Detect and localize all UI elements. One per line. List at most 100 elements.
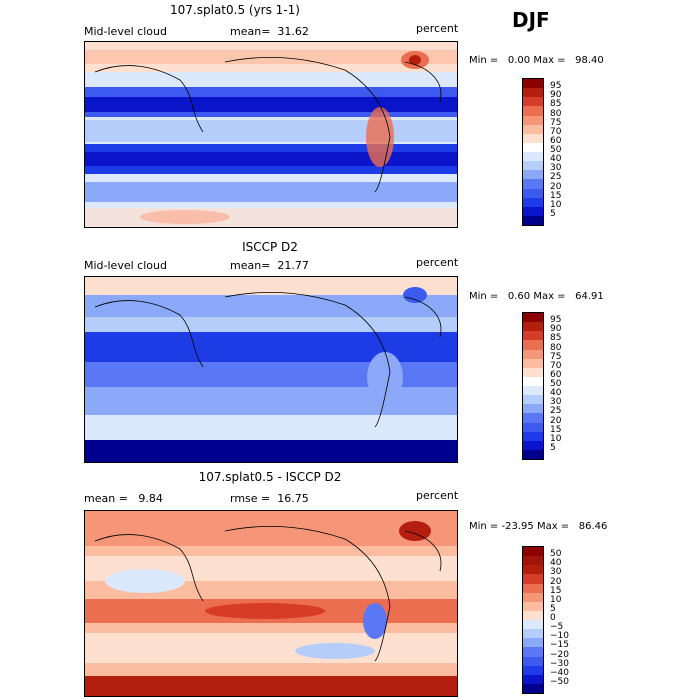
colorbar-tick-label: 85 <box>550 99 562 110</box>
colorbar-tick-label: 15 <box>550 424 562 435</box>
map-plot <box>84 276 458 463</box>
mean-caption: mean= <box>230 25 271 38</box>
colorbar-tick-label: 60 <box>550 369 562 380</box>
colorbar-segment <box>523 106 543 116</box>
colorbar-tick-label: −30 <box>550 658 569 669</box>
min-value: 0.60 <box>507 291 531 302</box>
colorbar-segment <box>523 170 543 180</box>
colorbar-tick-label: −20 <box>550 649 569 660</box>
colorbar-segment <box>523 638 543 648</box>
colorbar-tick-label: 10 <box>550 199 562 210</box>
colorbar-segment <box>523 647 543 657</box>
colorbar-segment <box>523 313 543 323</box>
mean-value: 21.77 <box>277 259 309 272</box>
colorbar-segment <box>523 547 543 557</box>
colorbar-segment <box>523 601 543 611</box>
colorbar-segment <box>523 404 543 414</box>
colorbar-tick-label: 5 <box>550 442 556 453</box>
max-value: 64.91 <box>575 291 604 302</box>
colorbar-segment <box>523 322 543 332</box>
max-caption: Max = <box>533 55 566 66</box>
colorbar-segment <box>523 610 543 620</box>
colorbar-tick-label: 50 <box>550 145 562 155</box>
mean-value: 31.62 <box>277 25 309 38</box>
rmse-caption: rmse = <box>230 492 271 505</box>
colorbar-tick-label: 25 <box>550 406 562 417</box>
colorbar-segment <box>523 440 543 450</box>
units-label: percent <box>416 489 459 502</box>
mean-caption: mean = <box>84 492 128 505</box>
map-field <box>85 42 457 227</box>
mean-label: mean= 21.77 <box>230 259 309 272</box>
colorbar-tick-label: 40 <box>550 558 562 569</box>
colorbar-tick-label: −50 <box>550 676 569 687</box>
colorbar-tick-label: 80 <box>550 342 562 353</box>
mean-label: mean= 31.62 <box>230 25 309 38</box>
colorbar-tick-label: 40 <box>550 388 562 399</box>
colorbar-segment <box>523 629 543 639</box>
mean-value: 9.84 <box>138 492 163 505</box>
colorbar-segment <box>523 161 543 171</box>
colorbar-tick-label: −40 <box>550 667 569 678</box>
max-caption: Max = <box>536 521 570 532</box>
colorbar-segment <box>523 583 543 593</box>
min-value: 0.00 <box>507 55 531 66</box>
units-label: percent <box>416 256 459 269</box>
colorbar-segment <box>523 665 543 675</box>
colorbar-tick-label: −5 <box>550 622 564 633</box>
colorbar-segment <box>523 386 543 396</box>
colorbar-tick-label: 30 <box>550 397 562 408</box>
panel-title: 107.splat0.5 - ISCCP D2 <box>198 470 342 484</box>
colorbar-tick-label: 90 <box>550 324 562 335</box>
colorbar-tick-label: 25 <box>550 172 562 183</box>
colorbar-tick-label: 95 <box>550 81 562 92</box>
rmse-label: rmse = 16.75 <box>230 492 309 505</box>
colorbar-segment <box>523 395 543 405</box>
colorbar-tick-label: 10 <box>550 594 562 605</box>
colorbar-segment <box>523 431 543 441</box>
colorbar-tick-label: 70 <box>550 126 562 137</box>
season-label: DJF <box>512 8 550 32</box>
colorbar-tick-label: 5 <box>550 603 556 614</box>
colorbar-segment <box>523 340 543 350</box>
max-value: 86.46 <box>578 521 608 532</box>
min-value: -23.95 <box>501 521 534 532</box>
colorbar-segment <box>523 215 543 225</box>
colorbar-tick-label: 75 <box>550 351 562 362</box>
min-caption: Min = <box>469 55 499 66</box>
colorbar-segment <box>523 206 543 216</box>
colorbar-tick-label: 75 <box>550 117 562 128</box>
max-caption: Max = <box>533 291 566 302</box>
map-plot <box>84 510 458 697</box>
colorbar-tick-label: 30 <box>550 163 562 174</box>
minmax-label: Min = 0.00 Max = 98.40 <box>469 55 604 66</box>
colorbar-segment <box>523 592 543 602</box>
colorbar-segment <box>523 656 543 666</box>
min-caption: Min = <box>469 521 499 532</box>
colorbar <box>522 546 544 694</box>
mean-caption: mean= <box>230 259 271 272</box>
colorbar-segment <box>523 97 543 107</box>
rmse-value: 16.75 <box>277 492 309 505</box>
colorbar-tick-label: −10 <box>550 631 569 642</box>
colorbar-segment <box>523 152 543 162</box>
colorbar-tick-label: 30 <box>550 567 562 578</box>
colorbar-tick-label: 85 <box>550 333 562 344</box>
colorbar-segment <box>523 449 543 459</box>
colorbar-tick-label: 95 <box>550 315 562 326</box>
colorbar-segment <box>523 124 543 134</box>
colorbar-tick-label: 10 <box>550 433 562 444</box>
colorbar-segment <box>523 620 543 630</box>
colorbar-segment <box>523 376 543 386</box>
colorbar-segment <box>523 88 543 98</box>
colorbar-tick-label: 0 <box>550 613 556 623</box>
colorbar-segment <box>523 197 543 207</box>
colorbar-tick-label: 20 <box>550 576 562 587</box>
colorbar-segment <box>523 142 543 152</box>
map-field <box>85 511 457 696</box>
colorbar-tick-label: 60 <box>550 135 562 146</box>
colorbar-tick-label: −15 <box>550 640 569 651</box>
colorbar <box>522 312 544 460</box>
colorbar-tick-label: 5 <box>550 208 556 219</box>
map-field <box>85 277 457 462</box>
